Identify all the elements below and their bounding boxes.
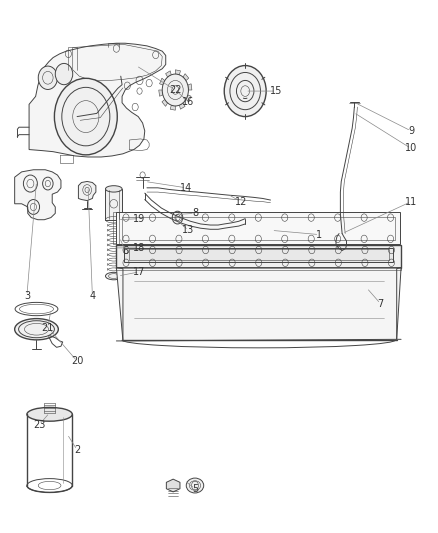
Polygon shape bbox=[29, 43, 166, 157]
Text: 4: 4 bbox=[89, 290, 95, 301]
Text: 2: 2 bbox=[74, 445, 80, 455]
Circle shape bbox=[224, 66, 266, 117]
Bar bbox=[106, 189, 122, 220]
Text: 21: 21 bbox=[42, 322, 54, 333]
Bar bbox=[117, 212, 400, 244]
Bar bbox=[113, 212, 120, 244]
Ellipse shape bbox=[14, 319, 58, 340]
Text: 19: 19 bbox=[134, 214, 146, 224]
Polygon shape bbox=[159, 78, 165, 85]
Polygon shape bbox=[117, 268, 401, 341]
Text: 14: 14 bbox=[180, 183, 192, 193]
Polygon shape bbox=[14, 169, 61, 220]
Text: 8: 8 bbox=[192, 208, 198, 219]
Text: 18: 18 bbox=[134, 243, 146, 253]
Text: 16: 16 bbox=[182, 96, 194, 107]
Text: 17: 17 bbox=[133, 267, 146, 277]
Polygon shape bbox=[186, 95, 191, 102]
Circle shape bbox=[162, 74, 188, 106]
Text: 22: 22 bbox=[169, 85, 182, 95]
Polygon shape bbox=[166, 71, 171, 77]
Bar bbox=[122, 216, 395, 240]
Ellipse shape bbox=[106, 185, 122, 192]
Ellipse shape bbox=[238, 216, 265, 242]
Text: 10: 10 bbox=[405, 143, 417, 154]
Bar bbox=[124, 248, 393, 262]
Ellipse shape bbox=[27, 407, 72, 421]
Bar bbox=[129, 249, 389, 260]
Circle shape bbox=[55, 63, 73, 85]
Polygon shape bbox=[170, 105, 175, 110]
Text: 6: 6 bbox=[122, 246, 128, 255]
Polygon shape bbox=[183, 74, 189, 80]
Polygon shape bbox=[78, 181, 96, 200]
Polygon shape bbox=[162, 99, 168, 107]
Polygon shape bbox=[166, 479, 180, 492]
Polygon shape bbox=[159, 90, 163, 96]
Text: 1: 1 bbox=[316, 230, 322, 240]
Text: 12: 12 bbox=[235, 197, 247, 207]
Polygon shape bbox=[180, 103, 185, 109]
Bar bbox=[117, 245, 401, 268]
Text: 23: 23 bbox=[33, 420, 45, 430]
Polygon shape bbox=[188, 84, 192, 90]
Text: 5: 5 bbox=[192, 484, 198, 494]
Text: 15: 15 bbox=[269, 86, 282, 96]
Text: 9: 9 bbox=[408, 126, 414, 136]
Circle shape bbox=[54, 78, 117, 155]
Text: 20: 20 bbox=[71, 356, 83, 366]
Text: 13: 13 bbox=[182, 225, 194, 236]
Circle shape bbox=[38, 66, 57, 90]
Ellipse shape bbox=[106, 272, 122, 280]
Text: 3: 3 bbox=[24, 290, 30, 301]
Polygon shape bbox=[175, 70, 180, 75]
Text: 7: 7 bbox=[378, 298, 384, 309]
Text: 11: 11 bbox=[405, 197, 417, 207]
Ellipse shape bbox=[186, 478, 204, 493]
